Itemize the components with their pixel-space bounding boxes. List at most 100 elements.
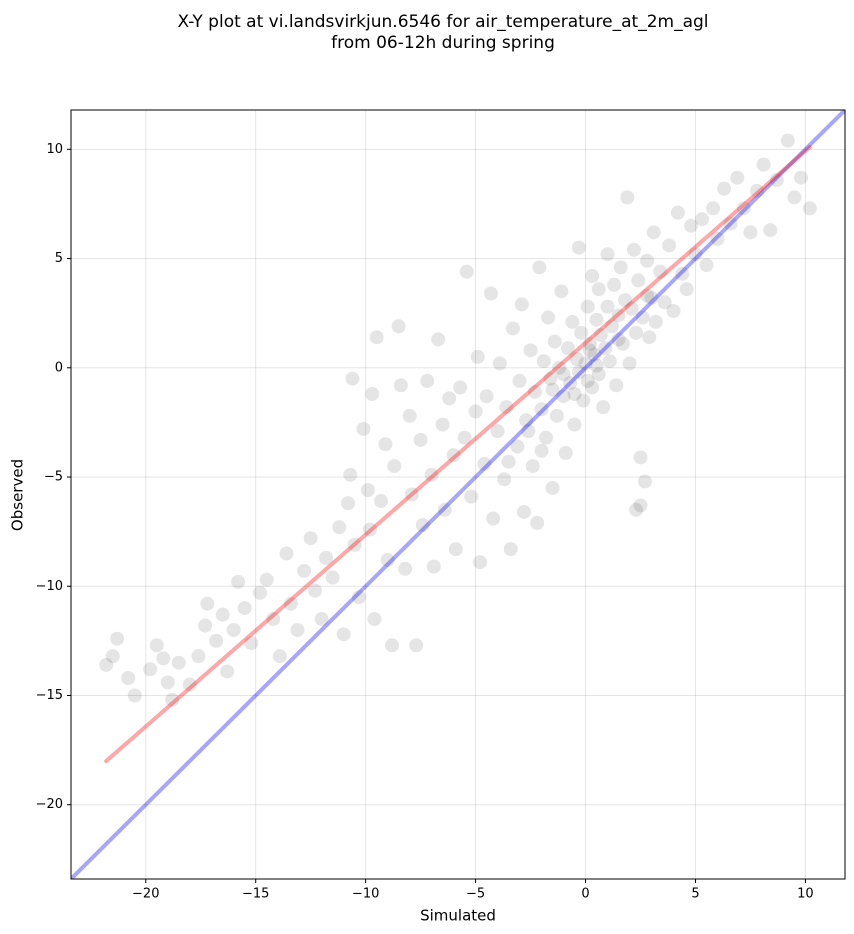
- scatter-point: [607, 277, 622, 292]
- scatter-point: [569, 352, 584, 367]
- scatter-point: [631, 273, 646, 288]
- x-tick-label: −5: [466, 887, 485, 902]
- scatter-point: [391, 319, 406, 334]
- scatter-point: [558, 445, 573, 460]
- chart-subtitle: from 06-12h during spring: [331, 33, 555, 53]
- scatter-point: [209, 633, 224, 648]
- scatter-point: [374, 494, 389, 509]
- scatter-point: [534, 402, 549, 417]
- scatter-point: [521, 424, 536, 439]
- scatter-point: [618, 293, 633, 308]
- scatter-point: [527, 384, 542, 399]
- scatter-point: [149, 638, 164, 653]
- scatter-point: [580, 373, 595, 388]
- scatter-point: [464, 489, 479, 504]
- scatter-point: [637, 474, 652, 489]
- scatter-point: [510, 439, 525, 454]
- scatter-point: [505, 321, 520, 336]
- grid: [71, 110, 845, 879]
- scatter-point: [646, 225, 661, 240]
- reference-line: [104, 145, 812, 764]
- scatter-point: [743, 225, 758, 240]
- scatter-point: [591, 282, 606, 297]
- scatter-point: [442, 391, 457, 406]
- scatter-point: [602, 354, 617, 369]
- scatter-point: [336, 627, 351, 642]
- scatter-point: [567, 387, 582, 402]
- scatter-point: [756, 157, 771, 172]
- scatter-point: [523, 343, 538, 358]
- scatter-point: [244, 636, 259, 651]
- y-tick-label: −20: [36, 797, 63, 812]
- scatter-point: [794, 170, 809, 185]
- scatter-point: [398, 561, 413, 576]
- scatter-point: [609, 378, 624, 393]
- scatter-point: [730, 170, 745, 185]
- scatter-point: [611, 308, 626, 323]
- scatter-point: [543, 371, 558, 386]
- scatter-point: [633, 450, 648, 465]
- x-tick-label: −15: [242, 887, 269, 902]
- scatter-point: [657, 295, 672, 310]
- scatter-point: [604, 319, 619, 334]
- scatter-point: [684, 218, 699, 233]
- scatter-point: [200, 596, 215, 611]
- y-tick-label: −15: [36, 688, 63, 703]
- scatter-point: [565, 314, 580, 329]
- scatter-point: [253, 585, 268, 600]
- scatter-point: [571, 240, 586, 255]
- scatter-point: [763, 223, 778, 238]
- scatter-point: [479, 389, 494, 404]
- x-axis-label: Simulated: [420, 907, 496, 925]
- scatter-point: [710, 231, 725, 246]
- scatter-point: [538, 430, 553, 445]
- scatter-point: [297, 563, 312, 578]
- scatter-point: [582, 336, 597, 351]
- x-tick-label: −10: [352, 887, 379, 902]
- scatter-point: [624, 301, 639, 316]
- scatter-point: [750, 183, 765, 198]
- scatter-point: [426, 559, 441, 574]
- scatter-point: [231, 574, 246, 589]
- x-tick-label: 10: [797, 887, 814, 902]
- scatter-point: [736, 201, 751, 216]
- plot-frame: [70, 109, 846, 880]
- scatter-point: [352, 590, 367, 605]
- y-tick-label: −10: [36, 579, 63, 594]
- scatter-point: [547, 334, 562, 349]
- scatter-point: [283, 596, 298, 611]
- scatter-point: [556, 367, 571, 382]
- scatter-point: [499, 400, 514, 415]
- scatter-point: [369, 330, 384, 345]
- scatter-point: [695, 212, 710, 227]
- scatter-point: [675, 266, 690, 281]
- scatter-point: [165, 692, 180, 707]
- reference-line: [71, 110, 845, 879]
- scatter-point: [536, 354, 551, 369]
- scatter-point: [453, 380, 468, 395]
- scatter-point: [110, 631, 125, 646]
- scatter-point: [589, 312, 604, 327]
- scatter-point: [290, 622, 305, 637]
- scatter-point: [591, 367, 606, 382]
- scatter-point: [121, 671, 136, 686]
- scatter-point: [532, 260, 547, 275]
- scatter-point: [415, 518, 430, 533]
- scatter-point: [648, 314, 663, 329]
- scatter-point: [393, 378, 408, 393]
- scatter-point: [431, 332, 446, 347]
- scatter-point: [571, 365, 586, 380]
- scatter-point: [215, 607, 230, 622]
- scatter-point: [501, 454, 516, 469]
- scatter-point: [596, 400, 611, 415]
- plot-area: [71, 110, 845, 879]
- scatter-point: [620, 190, 635, 205]
- scatter-point: [503, 542, 518, 557]
- x-tick-label: 5: [691, 887, 699, 902]
- scatter-point: [387, 459, 402, 474]
- scatter-point: [266, 612, 281, 627]
- scatter-point: [699, 258, 714, 273]
- scatter-point: [160, 675, 175, 690]
- scatter-point: [360, 483, 375, 498]
- scatter-point: [560, 341, 575, 356]
